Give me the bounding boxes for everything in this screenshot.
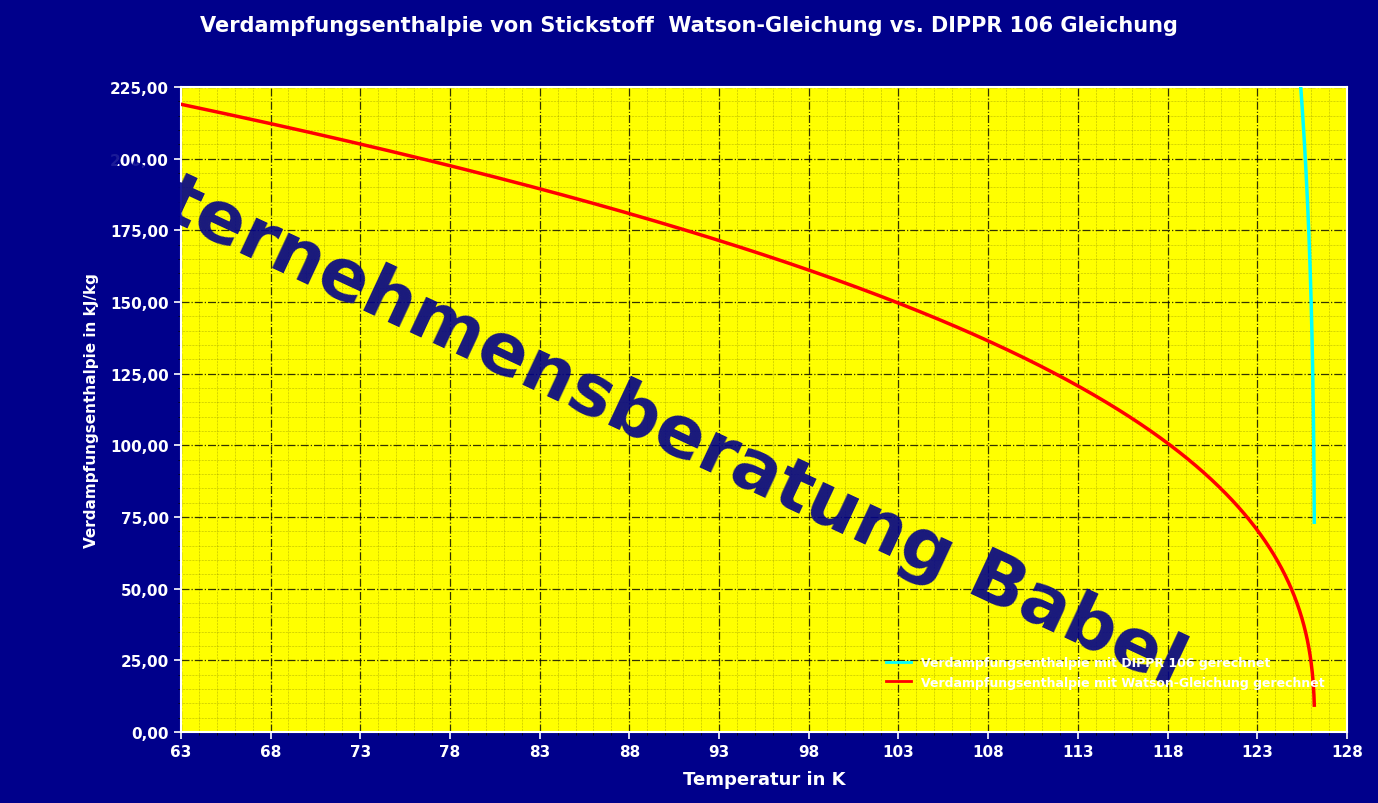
Text: Verdampfungsenthalpie von Stickstoff  Watson-Gleichung vs. DIPPR 106 Gleichung: Verdampfungsenthalpie von Stickstoff Wat… [200, 16, 1178, 36]
Verdampfungsenthalpie mit Watson-Gleichung gerechnet [619, 209, 635, 218]
Verdampfungsenthalpie mit Watson-Gleichung gerechnet [1189, 463, 1206, 472]
Verdampfungsenthalpie mit Watson-Gleichung gerechnet [375, 145, 391, 155]
Y-axis label: Verdampfungsenthalpie in kJ/kg: Verdampfungsenthalpie in kJ/kg [84, 273, 99, 548]
Line: Verdampfungsenthalpie mit DIPPR 106 gerechnet: Verdampfungsenthalpie mit DIPPR 106 gere… [181, 0, 1315, 523]
Verdampfungsenthalpie mit Watson-Gleichung gerechnet [172, 100, 189, 110]
Legend: Verdampfungsenthalpie mit DIPPR 106 gerechnet, Verdampfungsenthalpie mit Watson-: Verdampfungsenthalpie mit DIPPR 106 gere… [881, 651, 1330, 694]
Verdampfungsenthalpie mit Watson-Gleichung gerechnet [306, 129, 322, 139]
Verdampfungsenthalpie mit Watson-Gleichung gerechnet [670, 224, 686, 234]
Line: Verdampfungsenthalpie mit Watson-Gleichung gerechnet: Verdampfungsenthalpie mit Watson-Gleichu… [181, 105, 1315, 705]
Text: Unternehmensberatung Babel: Unternehmensberatung Babel [52, 120, 1196, 701]
X-axis label: Temperatur in K: Temperatur in K [682, 770, 845, 788]
